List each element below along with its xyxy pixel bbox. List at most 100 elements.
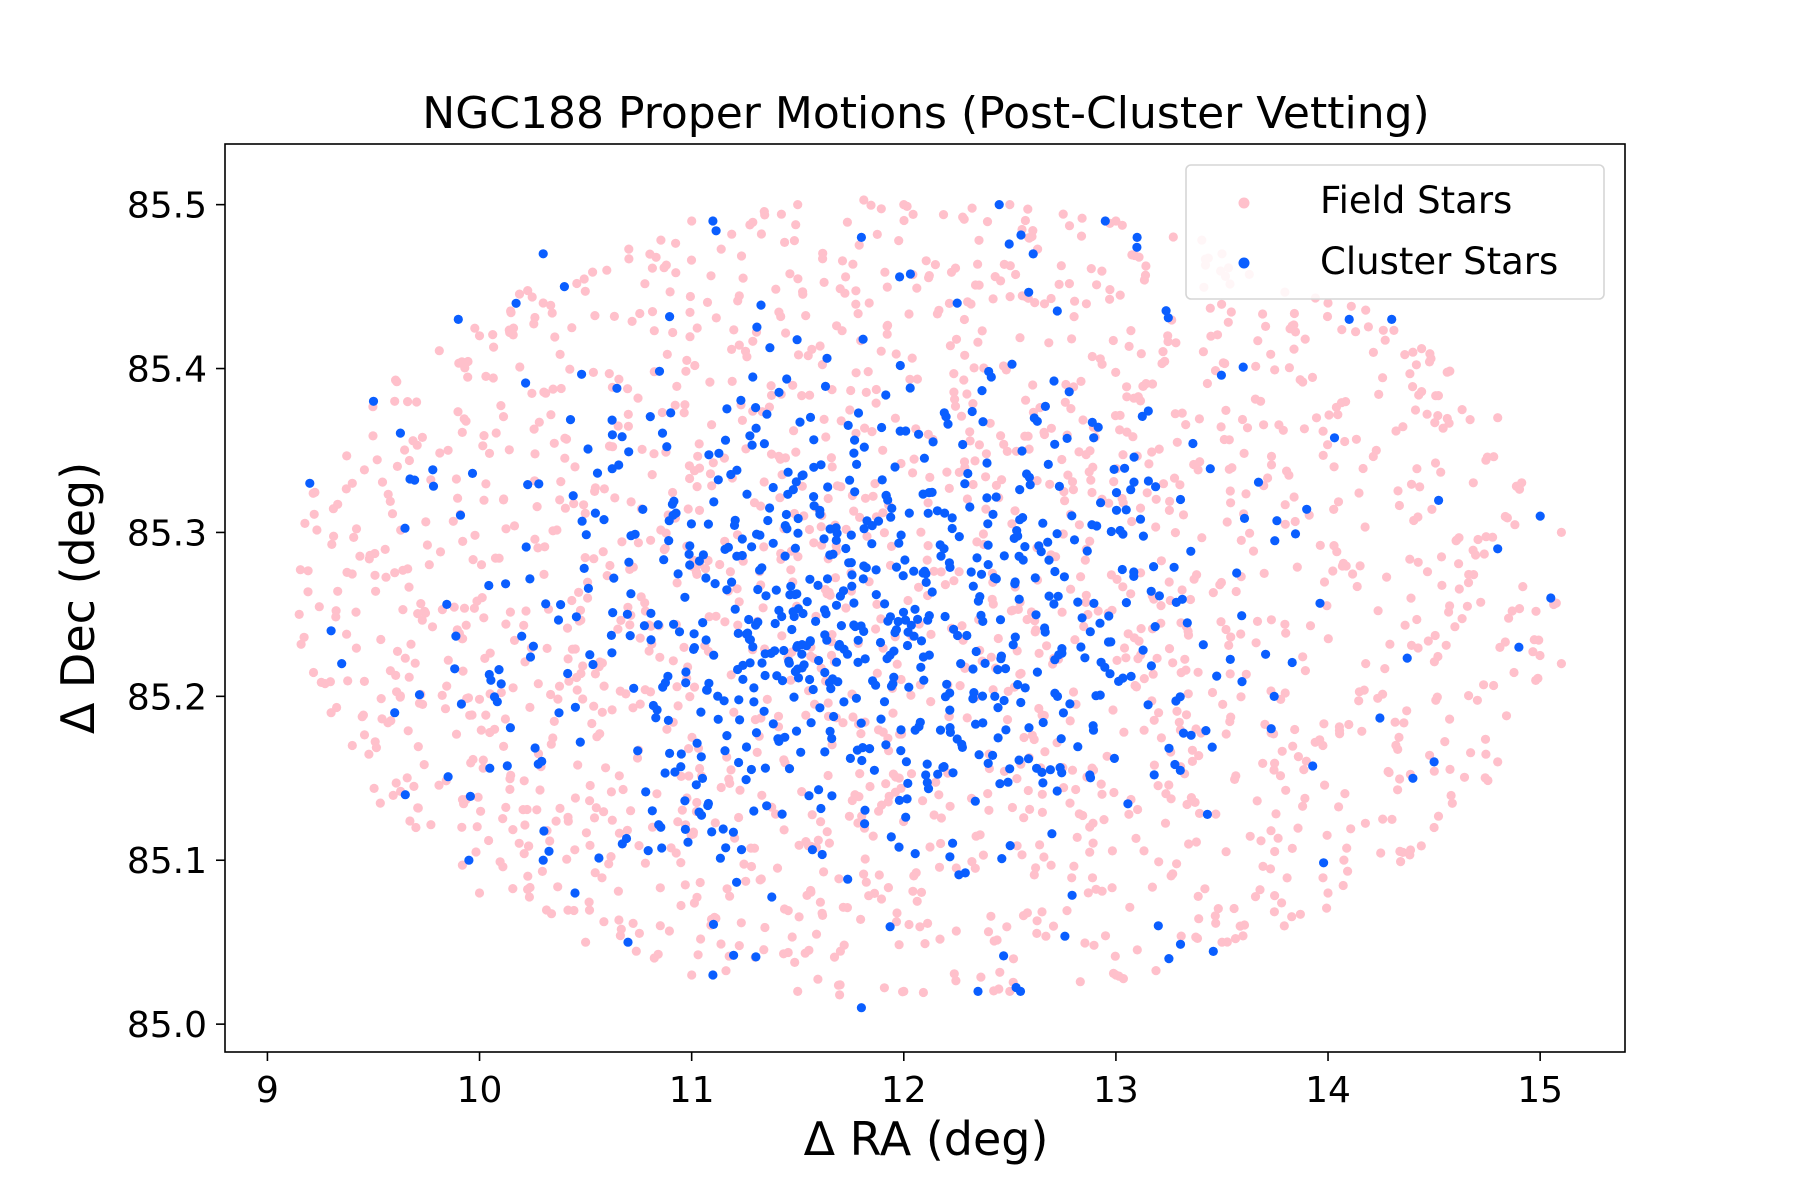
- field-star-point: [377, 477, 388, 487]
- field-star-point: [578, 694, 588, 704]
- field-star-point: [882, 282, 892, 292]
- cluster-star-point: [1535, 511, 1545, 521]
- field-star-point: [532, 502, 542, 512]
- field-star-point: [343, 676, 353, 686]
- cluster-star-point: [940, 692, 951, 702]
- field-star-point: [981, 504, 991, 514]
- field-star-point: [797, 391, 807, 401]
- field-star-point: [801, 837, 811, 847]
- cluster-star-point: [592, 468, 603, 478]
- cluster-star-point: [581, 530, 591, 540]
- field-star-point: [1323, 440, 1333, 450]
- field-star-point: [1402, 706, 1412, 716]
- field-star-point: [1029, 870, 1039, 880]
- field-star-point: [614, 828, 625, 838]
- field-star-point: [1408, 347, 1418, 357]
- field-star-point: [1109, 477, 1119, 487]
- field-star-point: [545, 836, 555, 846]
- cluster-star-point: [869, 765, 880, 775]
- cluster-star-point: [804, 791, 814, 801]
- cluster-star-point: [583, 583, 594, 594]
- field-star-point: [1171, 338, 1181, 348]
- cluster-star-point: [622, 609, 633, 619]
- cluster-star-point: [664, 536, 674, 546]
- cluster-star-point: [995, 779, 1005, 789]
- cluster-star-point: [783, 489, 793, 499]
- field-star-point: [959, 375, 969, 385]
- cluster-star-point: [1038, 778, 1048, 788]
- cluster-star-point: [663, 715, 674, 726]
- field-star-point: [520, 820, 530, 830]
- field-star-point: [392, 687, 402, 697]
- field-star-point: [563, 812, 573, 822]
- cluster-star-point: [1175, 765, 1185, 776]
- cluster-star-point: [846, 530, 856, 540]
- cluster-star-point: [751, 403, 761, 413]
- cluster-star-point: [780, 551, 790, 561]
- field-star-point: [470, 323, 480, 333]
- field-star-point: [1039, 299, 1050, 309]
- cluster-star-point: [1216, 370, 1226, 380]
- cluster-star-point: [1186, 546, 1196, 556]
- field-star-point: [649, 326, 659, 336]
- field-star-point: [1161, 789, 1171, 799]
- cluster-star-point: [765, 503, 775, 513]
- field-star-point: [1080, 938, 1090, 948]
- field-star-point: [1185, 594, 1196, 605]
- field-star-point: [1177, 585, 1187, 595]
- field-star-point: [1517, 478, 1527, 488]
- field-star-point: [1085, 847, 1095, 857]
- cluster-star-point: [1047, 829, 1057, 839]
- field-star-point: [1359, 685, 1369, 695]
- field-star-point: [633, 393, 643, 403]
- field-star-point: [457, 795, 468, 805]
- field-star-point: [739, 859, 749, 869]
- field-star-point: [1300, 793, 1310, 804]
- cluster-star-point: [847, 581, 857, 591]
- cluster-star-point: [883, 616, 893, 626]
- cluster-star-point: [464, 855, 474, 865]
- cluster-star-point: [579, 563, 589, 574]
- field-star-point: [614, 915, 624, 925]
- field-star-point: [460, 363, 470, 373]
- field-star-point: [973, 337, 983, 347]
- field-star-point: [1007, 802, 1018, 813]
- field-star-point: [982, 217, 993, 227]
- cluster-star-point: [757, 563, 767, 573]
- field-star-point: [793, 200, 803, 210]
- field-star-point: [314, 602, 324, 612]
- field-star-point: [1329, 462, 1339, 472]
- cluster-star-point: [993, 703, 1003, 713]
- cluster-star-point: [1053, 591, 1063, 601]
- cluster-star-point: [994, 200, 1004, 210]
- field-star-point: [434, 780, 444, 790]
- cluster-star-point: [978, 616, 988, 627]
- field-star-point: [1093, 606, 1103, 616]
- field-star-point: [418, 699, 428, 710]
- cluster-star-point: [1261, 649, 1271, 659]
- field-star-point: [508, 825, 518, 835]
- field-star-point: [676, 858, 686, 868]
- field-star-point: [471, 847, 481, 857]
- field-star-point: [1063, 470, 1073, 480]
- cluster-star-point: [877, 475, 887, 485]
- field-star-point: [1115, 290, 1125, 300]
- field-star-point: [668, 487, 678, 498]
- field-star-point: [1338, 880, 1348, 891]
- cluster-star-point: [999, 695, 1009, 706]
- field-star-point: [1514, 604, 1525, 614]
- field-star-point: [548, 526, 558, 536]
- field-star-point: [949, 576, 959, 586]
- field-star-point: [1087, 351, 1097, 362]
- field-star-point: [498, 495, 509, 505]
- field-star-point: [385, 496, 395, 506]
- field-star-point: [1011, 269, 1021, 280]
- field-star-point: [711, 313, 721, 323]
- field-star-point: [1466, 748, 1476, 758]
- field-star-point: [801, 311, 811, 321]
- field-star-point: [585, 796, 595, 806]
- field-star-point: [664, 926, 675, 936]
- field-star-point: [556, 383, 566, 394]
- field-star-point: [1323, 298, 1333, 308]
